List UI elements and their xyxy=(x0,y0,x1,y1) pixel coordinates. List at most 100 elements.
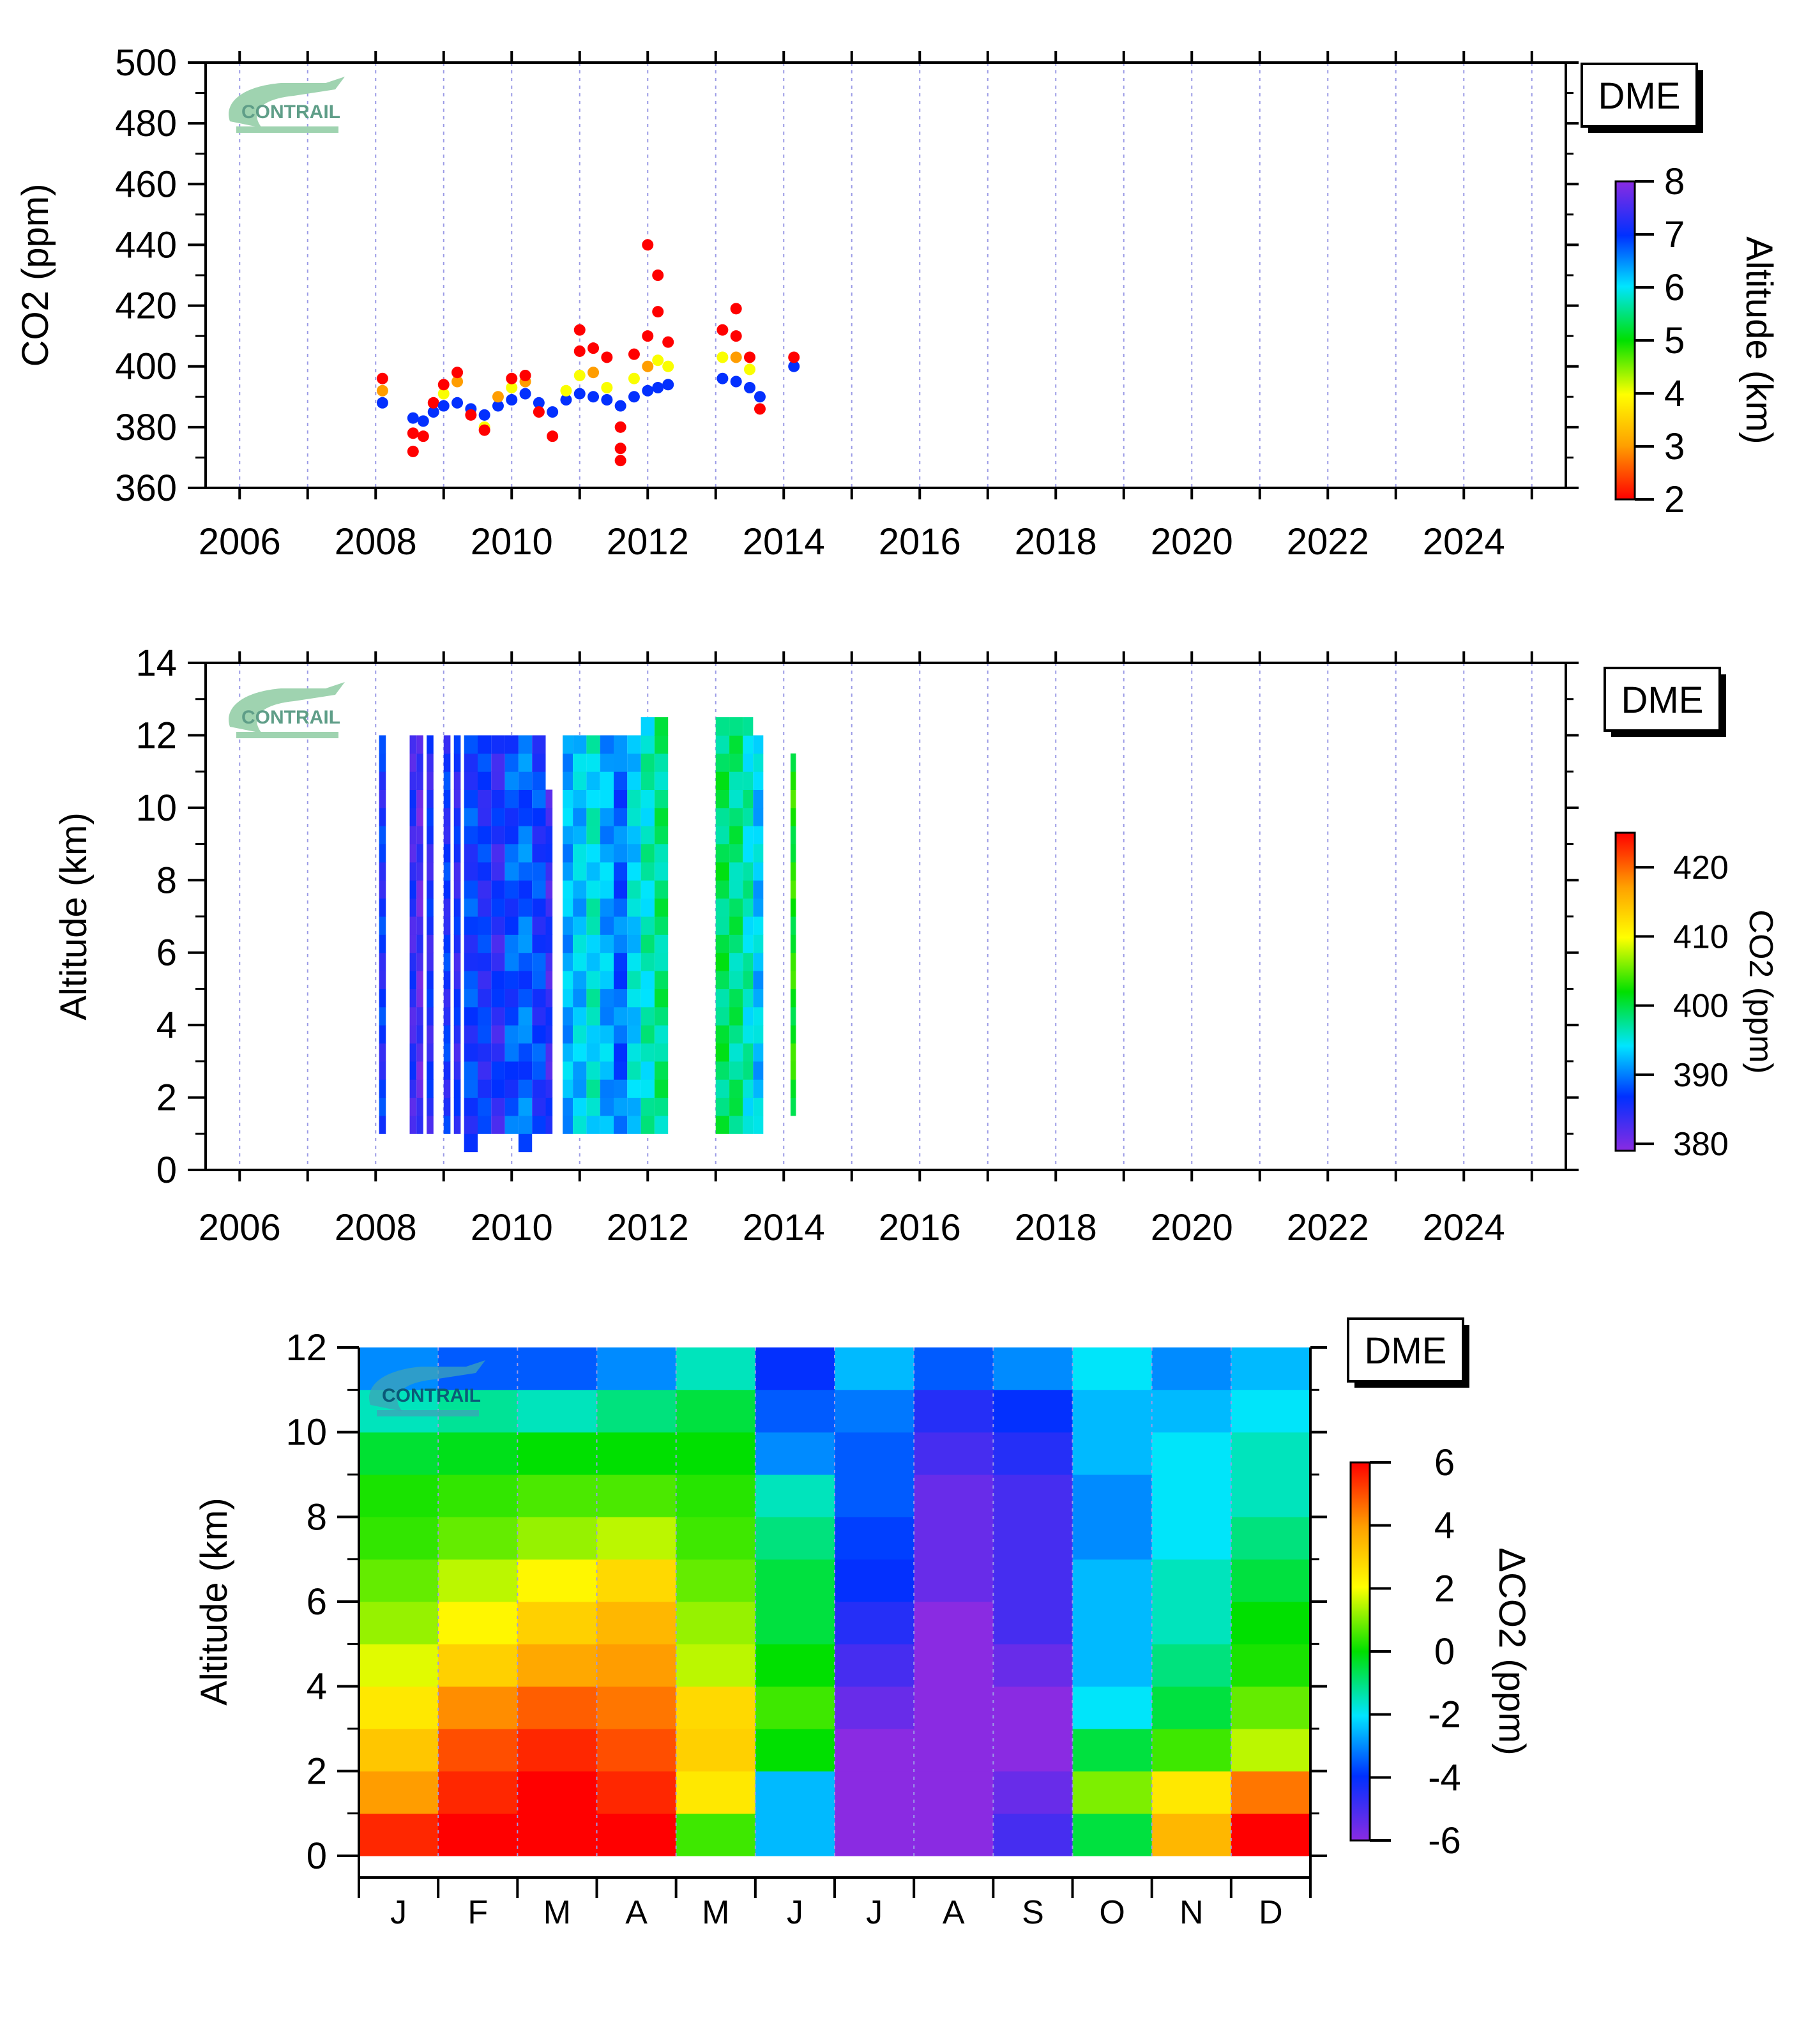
heatmap-cell-20-5 xyxy=(654,1025,669,1043)
heatmap-cell-6-20 xyxy=(464,771,478,790)
month-label: S xyxy=(1022,1894,1044,1931)
plane-logo-icon xyxy=(229,682,345,733)
heatmap-cell-22-17 xyxy=(729,807,743,826)
heatmap-cell-20-0 xyxy=(654,1115,669,1134)
heatmap-cell-25-0 xyxy=(790,1097,796,1116)
heatmap-cell-19-20 xyxy=(641,753,655,772)
heatmap-cell-0-13 xyxy=(379,880,386,899)
heatmap-cell-19-21 xyxy=(641,735,655,754)
heatmap-cell-12-14 xyxy=(545,861,553,881)
heatmap-cell-8-12 xyxy=(491,898,505,917)
heatmap-cell-5-19 xyxy=(453,771,461,790)
y-tick-label: 10 xyxy=(135,787,177,829)
y-tick-label: 420 xyxy=(115,285,177,327)
heatmap-cell-6-2 xyxy=(464,1097,478,1116)
heatmap-cell-19-22 xyxy=(641,717,655,736)
heatmap-cell-7-21 xyxy=(478,735,492,754)
heatmap-cell-10-22 xyxy=(518,735,533,754)
heatmap-cell-7-3 xyxy=(478,1061,492,1080)
heatmap-cell-3-8 xyxy=(427,971,434,989)
heatmap-cell-8-5 xyxy=(491,1025,505,1043)
heatmap-cell-0-14 xyxy=(379,861,386,881)
heatmap-cell-6-11 xyxy=(835,1347,914,1390)
heatmap-cell-3-9 xyxy=(596,1432,677,1475)
data-point-49 xyxy=(628,391,640,403)
heatmap-cell-4-4 xyxy=(676,1644,756,1687)
heatmap-cell-18-14 xyxy=(627,861,641,881)
heatmap-cell-11-4 xyxy=(532,1043,546,1062)
heatmap-cell-15-17 xyxy=(586,807,600,826)
heatmap-cell-4-16 xyxy=(443,826,451,845)
heatmap-cell-20-20 xyxy=(654,753,669,772)
heatmap-cell-1-14 xyxy=(409,861,417,881)
heatmap-cell-3-5 xyxy=(596,1602,677,1644)
heatmap-cell-16-9 xyxy=(600,952,614,971)
y-tick-label: 480 xyxy=(115,103,177,144)
heatmap-cell-13-14 xyxy=(563,861,573,881)
data-point-44 xyxy=(601,351,613,363)
month-label: N xyxy=(1179,1894,1204,1931)
heatmap-cell-4-20 xyxy=(443,753,451,772)
heatmap-cell-21-19 xyxy=(715,771,730,790)
heatmap-cell-10-7 xyxy=(1151,1517,1232,1560)
heatmap-cell-7-10 xyxy=(478,934,492,953)
heatmap-cell-19-4 xyxy=(641,1043,655,1062)
month-label: J xyxy=(390,1894,407,1931)
heatmap-cell-0-9 xyxy=(379,952,386,971)
heatmap-cell-6-18 xyxy=(464,807,478,826)
heatmap-cell-9-0 xyxy=(1072,1813,1153,1856)
panel3-cells xyxy=(359,1347,1311,1856)
heatmap-cell-5-6 xyxy=(755,1559,835,1602)
heatmap-cell-20-6 xyxy=(654,1006,669,1026)
heatmap-cell-23-22 xyxy=(743,717,754,736)
heatmap-cell-6-4 xyxy=(464,1061,478,1080)
heatmap-cell-4-18 xyxy=(443,789,451,808)
heatmap-cell-6-1 xyxy=(464,1115,478,1134)
heatmap-cell-18-5 xyxy=(627,1025,641,1043)
heatmap-cell-17-2 xyxy=(614,1079,628,1098)
panel-altitude-timeseries: 0 2 4 6 8 10 12 14 2006 2008 2010 2012 2014 2016 2018 2… xyxy=(53,642,1779,1248)
heatmap-cell-6-17 xyxy=(464,826,478,845)
colorbar-tick-label: 4 xyxy=(1664,373,1685,414)
data-point-3 xyxy=(407,412,419,424)
heatmap-cell-5-5 xyxy=(755,1602,835,1644)
heatmap-cell-9-1 xyxy=(504,1097,519,1116)
heatmap-cell-17-6 xyxy=(614,1006,628,1026)
heatmap-cell-6-13 xyxy=(464,898,478,917)
heatmap-cell-15-1 xyxy=(586,1097,600,1116)
heatmap-cell-12-4 xyxy=(545,1043,553,1062)
heatmap-cell-7-0 xyxy=(478,1115,492,1134)
heatmap-cell-23-12 xyxy=(743,898,754,917)
heatmap-cell-22-22 xyxy=(729,717,743,736)
data-point-50 xyxy=(628,372,640,384)
heatmap-cell-3-2 xyxy=(596,1729,677,1771)
heatmap-cell-14-19 xyxy=(573,771,587,790)
heatmap-cell-7-7 xyxy=(478,989,492,1008)
heatmap-cell-10-1 xyxy=(1151,1771,1232,1814)
heatmap-cell-22-7 xyxy=(729,989,743,1008)
heatmap-cell-24-21 xyxy=(753,735,764,754)
heatmap-cell-13-3 xyxy=(563,1061,573,1080)
heatmap-cell-9-18 xyxy=(504,789,519,808)
heatmap-cell-0-0 xyxy=(379,1115,386,1134)
heatmap-cell-11-4 xyxy=(1231,1644,1311,1687)
heatmap-cell-25-6 xyxy=(790,989,796,1008)
heatmap-cell-18-6 xyxy=(627,1006,641,1026)
heatmap-cell-2-0 xyxy=(416,1115,423,1134)
heatmap-cell-9-19 xyxy=(504,771,519,790)
heatmap-cell-2-21 xyxy=(416,735,423,754)
heatmap-cell-10-6 xyxy=(518,1025,533,1043)
data-point-41 xyxy=(588,342,600,354)
heatmap-cell-10-10 xyxy=(518,952,533,971)
data-point-66 xyxy=(730,376,742,388)
heatmap-cell-16-6 xyxy=(600,1006,614,1026)
heatmap-cell-0-5 xyxy=(379,1025,386,1043)
heatmap-cell-18-10 xyxy=(627,934,641,953)
heatmap-cell-17-13 xyxy=(614,880,628,899)
heatmap-cell-8-19 xyxy=(491,771,505,790)
data-point-8 xyxy=(427,406,439,418)
x-tick-label: 2014 xyxy=(743,1207,825,1248)
y-tick-label: 8 xyxy=(156,860,177,901)
heatmap-cell-10-6 xyxy=(1151,1559,1232,1602)
heatmap-cell-25-16 xyxy=(790,807,796,826)
